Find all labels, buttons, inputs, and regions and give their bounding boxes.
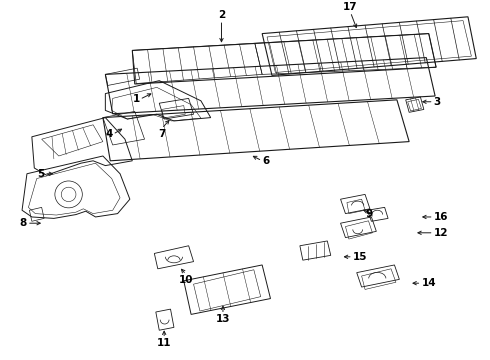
Text: 5: 5	[37, 169, 44, 179]
Text: 12: 12	[434, 228, 448, 238]
Text: 7: 7	[158, 129, 166, 139]
Text: 17: 17	[343, 2, 358, 12]
Text: 16: 16	[434, 212, 448, 222]
Text: 15: 15	[353, 252, 368, 262]
Text: 9: 9	[365, 208, 372, 219]
Text: 1: 1	[132, 94, 140, 104]
Text: 13: 13	[216, 314, 230, 324]
Text: 14: 14	[421, 278, 436, 288]
Text: 8: 8	[20, 218, 27, 228]
Text: 2: 2	[218, 10, 225, 20]
Text: 11: 11	[157, 338, 172, 348]
Text: 6: 6	[262, 156, 270, 166]
Text: 4: 4	[105, 129, 113, 139]
Text: 3: 3	[434, 97, 441, 107]
Text: 10: 10	[179, 275, 194, 284]
